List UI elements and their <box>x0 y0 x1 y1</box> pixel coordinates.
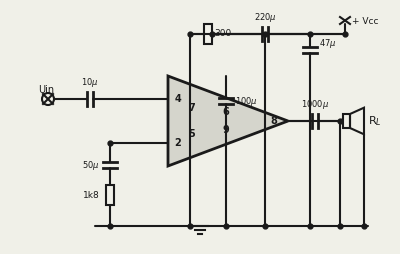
Text: 1000$\mu$: 1000$\mu$ <box>301 98 329 111</box>
Text: 2: 2 <box>175 138 181 148</box>
Bar <box>204 24 212 44</box>
Text: 10$\mu$: 10$\mu$ <box>81 76 99 89</box>
Text: 300: 300 <box>214 29 231 39</box>
Text: 8: 8 <box>270 116 278 126</box>
Text: 50$\mu$: 50$\mu$ <box>82 158 100 171</box>
Text: 1k8: 1k8 <box>83 190 100 199</box>
Polygon shape <box>168 76 288 166</box>
Text: Uin: Uin <box>38 85 54 95</box>
Text: 4: 4 <box>175 94 181 104</box>
Text: R$_L$: R$_L$ <box>368 114 382 128</box>
Text: 7: 7 <box>189 103 195 113</box>
Text: 220$\mu$: 220$\mu$ <box>254 11 276 24</box>
Text: + Vcc: + Vcc <box>352 18 378 26</box>
Text: 47$\mu$: 47$\mu$ <box>319 38 337 51</box>
Text: 100$\mu$: 100$\mu$ <box>235 94 258 107</box>
Bar <box>106 185 114 205</box>
Text: 5: 5 <box>189 129 195 139</box>
Bar <box>343 114 350 128</box>
Text: 6: 6 <box>223 107 229 117</box>
Text: 9: 9 <box>223 125 229 135</box>
